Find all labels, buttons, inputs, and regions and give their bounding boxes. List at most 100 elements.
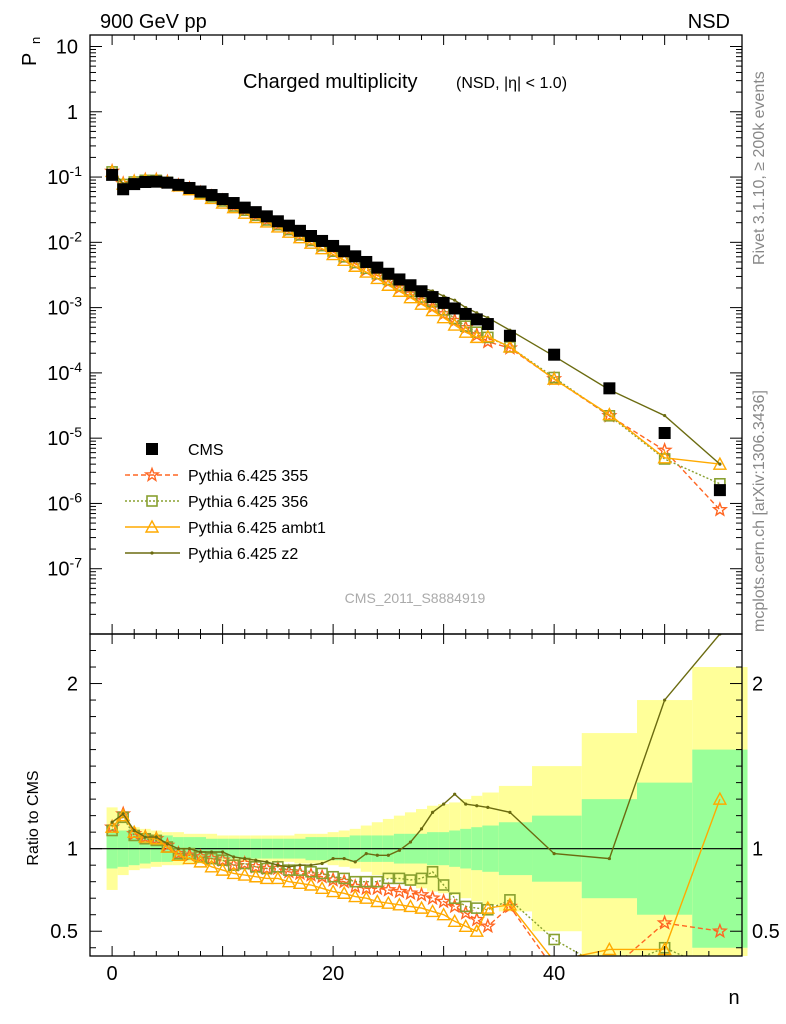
main-y-tick-label: 10-7 <box>47 555 82 581</box>
ratio-point-z2 <box>419 827 424 831</box>
ratio-point-356 <box>338 872 350 885</box>
main-point-cms <box>426 291 439 304</box>
ratio-point-356 <box>382 872 395 885</box>
ratio-point-355 <box>380 881 397 897</box>
main-point-ambt1 <box>425 303 440 317</box>
main-point-cms <box>183 181 196 194</box>
main-point-cms <box>260 210 273 223</box>
ratio-point-z2 <box>442 802 446 806</box>
main-y-tick-label: 10-2 <box>47 228 82 254</box>
main-point-ambt1 <box>502 339 518 353</box>
legend: CMS Pythia 6.425 355 Pythia 6.425 356 Pythi… <box>125 442 326 563</box>
ratio-point-ambt1 <box>359 890 374 904</box>
main-point-z2 <box>663 413 667 418</box>
ratio-y-tick-label-right: 1 <box>752 839 763 861</box>
ratio-point-ambt1 <box>270 870 286 885</box>
axes-layer: 0 20 40 10 1 10-1 10-2 10-3 10-4 10-5 10-6 10-7 2 2 1 1… <box>47 34 780 985</box>
ratio-point-ambt1 <box>292 875 308 890</box>
x-tick-label: 20 <box>322 963 344 985</box>
ratio-uncertainty-bands <box>90 667 748 956</box>
ratio-point-356 <box>371 875 384 888</box>
ratio-point-ambt1 <box>414 900 429 914</box>
main-point-ambt1 <box>403 290 418 304</box>
ratio-point-z2 <box>386 853 390 857</box>
main-point-cms <box>360 255 373 268</box>
main-point-ambt1 <box>292 230 308 244</box>
ratio-point-356 <box>139 832 152 845</box>
main-point-cms <box>382 267 395 280</box>
main-y-tick-label: 1 <box>67 102 78 124</box>
main-point-cms <box>448 302 461 315</box>
main-point-356 <box>459 320 472 332</box>
main-point-ambt1 <box>348 258 363 272</box>
ratio-point-z2 <box>342 856 346 861</box>
ratio-point-z2 <box>165 842 169 846</box>
ratio-point-z2 <box>110 820 114 824</box>
main-point-z2 <box>718 462 722 466</box>
ratio-point-356 <box>349 875 362 888</box>
chart-title-sub: (NSD, |η| < 1.0) <box>456 75 567 92</box>
ratio-point-z2 <box>187 847 192 851</box>
main-point-ambt1 <box>546 371 562 385</box>
ratio-point-ambt1 <box>502 897 518 911</box>
ratio-y-tick-label-right: 2 <box>752 674 763 696</box>
main-point-cms <box>271 215 284 228</box>
main-point-z2 <box>453 298 457 302</box>
ratio-point-355 <box>711 922 728 939</box>
ratio-point-z2 <box>221 850 225 854</box>
main-series-layer <box>104 162 729 517</box>
main-point-ambt1 <box>314 241 330 255</box>
ratio-point-z2 <box>121 812 125 816</box>
main-line-355 <box>111 170 721 511</box>
ratio-point-z2 <box>243 856 247 861</box>
analysis-id-label: CMS_2011_S8884919 <box>345 590 486 606</box>
legend-label-cms: CMS <box>188 442 224 459</box>
mcplots-reference-label: mcplots.cern.ch [arXiv:1306.3436] <box>751 390 768 632</box>
ratio-point-356 <box>548 933 560 946</box>
ratio-point-z2 <box>320 861 324 866</box>
main-point-cms <box>106 168 119 181</box>
ratio-point-z2 <box>508 810 512 814</box>
ratio-point-ambt1 <box>348 889 363 903</box>
ratio-point-356 <box>459 900 472 913</box>
ratio-point-ambt1 <box>469 923 484 937</box>
legend-marker-355 <box>143 466 161 482</box>
main-point-cms <box>371 261 384 274</box>
ratio-point-355 <box>391 883 408 899</box>
ratio-point-z2 <box>254 858 258 862</box>
main-point-ambt1 <box>370 270 385 285</box>
main-point-cms <box>249 206 262 219</box>
ratio-point-z2 <box>464 802 468 806</box>
ratio-point-356 <box>205 852 218 865</box>
ratio-point-z2 <box>331 856 335 861</box>
ratio-point-ambt1 <box>712 791 728 805</box>
main-point-cms <box>227 197 240 210</box>
ratio-frame <box>89 633 743 957</box>
ratio-point-ambt1 <box>447 913 462 928</box>
main-point-cms <box>172 178 185 191</box>
ratio-line-ambt1 <box>111 798 721 956</box>
ratio-point-355 <box>656 914 673 930</box>
main-point-ambt1 <box>336 252 352 267</box>
main-point-cms <box>238 201 251 214</box>
ratio-point-356 <box>415 872 428 885</box>
main-point-cms <box>503 329 516 342</box>
main-point-ambt1 <box>657 450 672 464</box>
main-point-ambt1 <box>392 283 407 297</box>
ratio-point-ambt1 <box>480 900 496 914</box>
main-point-cms <box>161 176 174 189</box>
ratio-point-z2 <box>209 850 214 854</box>
main-point-cms <box>548 348 561 361</box>
main-point-cms <box>282 219 295 232</box>
ratio-point-356 <box>448 892 461 905</box>
ratio-point-356 <box>404 874 417 886</box>
main-point-356 <box>603 410 616 422</box>
ratio-point-z2 <box>375 853 379 857</box>
ratio-point-ambt1 <box>193 854 208 868</box>
ratio-point-ambt1 <box>425 903 440 918</box>
ratio-point-ambt1 <box>325 884 341 898</box>
main-point-ambt1 <box>414 296 429 310</box>
ratio-point-355 <box>402 884 419 901</box>
main-point-ambt1 <box>381 277 396 291</box>
main-point-cms <box>437 296 450 309</box>
